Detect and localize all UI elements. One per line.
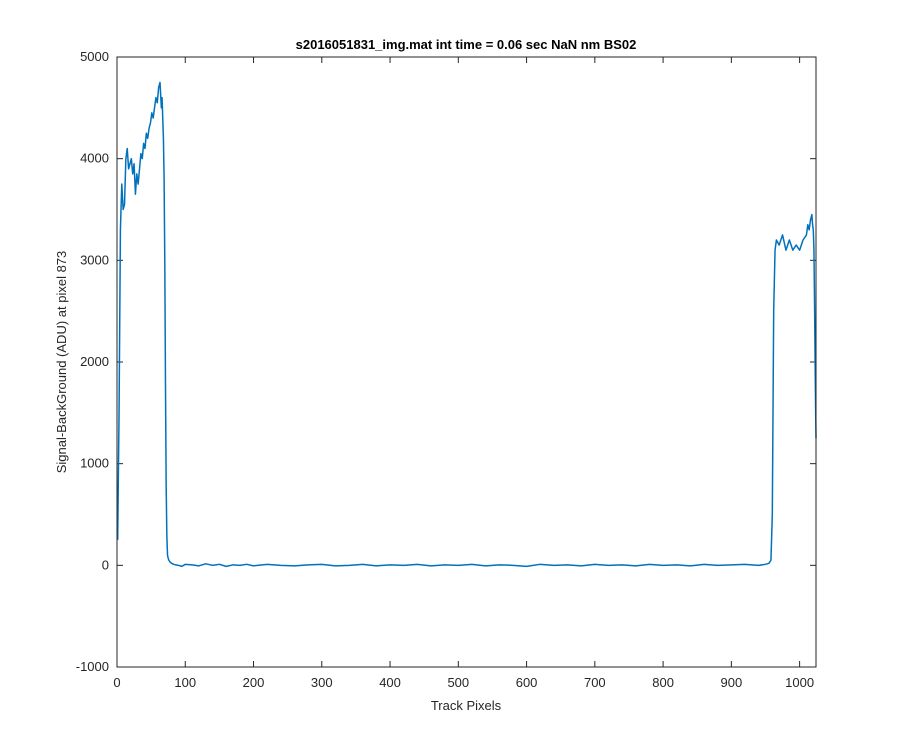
x-tick-label: 400 — [379, 675, 401, 690]
x-tick-label: 800 — [652, 675, 674, 690]
y-axis-label: Signal-BackGround (ADU) at pixel 873 — [54, 251, 69, 474]
x-tick-label: 200 — [243, 675, 265, 690]
x-tick-label: 500 — [447, 675, 469, 690]
x-axis-ticks: 0 100 200 300 400 500 600 700 800 900 1000 — [113, 57, 814, 690]
x-tick-label: 600 — [516, 675, 538, 690]
x-axis-label: Track Pixels — [431, 698, 502, 713]
x-tick-label: 300 — [311, 675, 333, 690]
y-tick-label: 2000 — [80, 354, 109, 369]
y-tick-label: 4000 — [80, 151, 109, 166]
y-tick-label: 1000 — [80, 456, 109, 471]
y-tick-label: 3000 — [80, 252, 109, 267]
x-tick-label: 100 — [174, 675, 196, 690]
series-line — [116, 81, 817, 568]
x-tick-label: 900 — [721, 675, 743, 690]
y-tick-label: -1000 — [76, 659, 109, 674]
plot-box — [116, 56, 817, 668]
x-tick-label: 1000 — [785, 675, 814, 690]
plot-area — [117, 57, 816, 667]
y-tick-label: 5000 — [80, 49, 109, 64]
y-axis-ticks: -1000 0 1000 2000 3000 4000 5000 — [76, 49, 816, 674]
chart-title: s2016051831_img.mat int time = 0.06 sec … — [296, 37, 637, 52]
x-tick-label: 0 — [113, 675, 120, 690]
y-tick-label: 0 — [102, 557, 109, 572]
x-tick-label: 700 — [584, 675, 606, 690]
